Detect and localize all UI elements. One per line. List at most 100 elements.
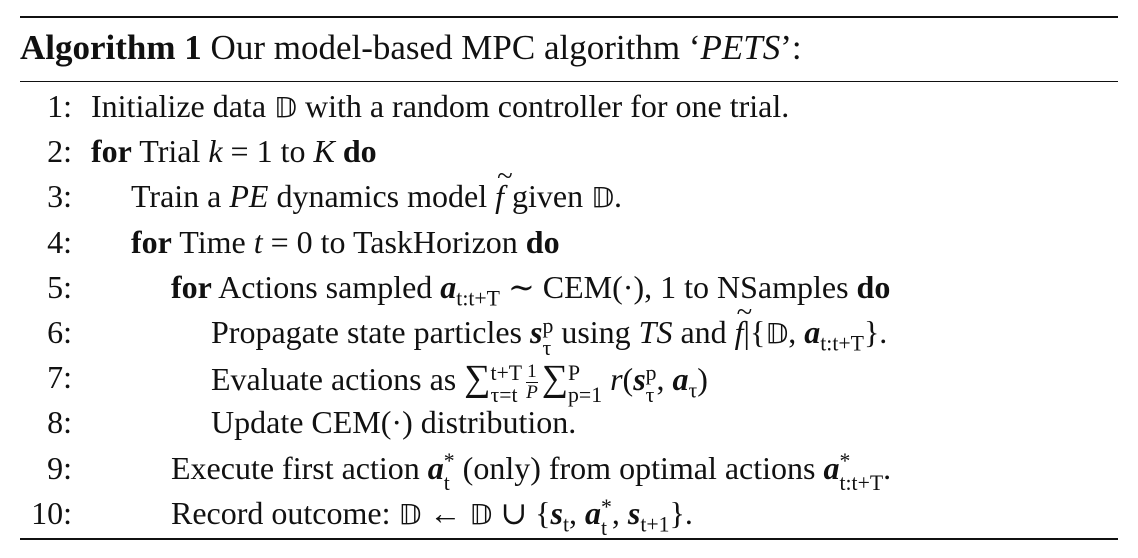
subscript: t:t+T <box>456 286 500 311</box>
algorithm-caption: Algorithm 1 Our model-based MPC algorith… <box>20 24 802 72</box>
line-number: 1: <box>47 88 72 124</box>
superscript: P <box>568 361 581 386</box>
algorithm-name: PETS <box>700 28 781 67</box>
superscript: t+T <box>490 361 523 386</box>
keyword: do <box>342 133 377 170</box>
vector-symbol: a <box>585 494 602 531</box>
line-text: Actions sampled <box>211 268 441 305</box>
line-text: ← <box>421 494 470 531</box>
dataset-symbol: 𝔻 <box>398 497 422 531</box>
dataset-symbol: 𝔻 <box>274 91 297 124</box>
line-content: Execute first action a * t (only) from opt… <box>171 446 892 495</box>
bottom-rule <box>20 538 1118 540</box>
line-text: (only) from optimal actions <box>454 449 824 486</box>
line-number: 10: <box>31 494 72 531</box>
subscript: t:t+T <box>820 331 864 356</box>
line-text: ∼ CEM(·), 1 to NSamples <box>499 268 857 305</box>
line-text: and <box>672 313 735 350</box>
subscript: t <box>601 516 608 541</box>
vector-symbol: a <box>823 449 840 486</box>
superscript: * <box>601 494 612 519</box>
line-text: dynamics model <box>268 178 496 215</box>
keyword: for <box>131 223 172 260</box>
algorithm-line: 9: Execute first action a * t (only) from o… <box>20 446 1118 495</box>
line-number: 3: <box>47 178 72 215</box>
superscript: * <box>839 449 851 474</box>
line-text: Time <box>171 223 254 260</box>
line-content: Initialize data 𝔻 with a random controll… <box>91 84 789 130</box>
line-number: 6: <box>47 313 72 350</box>
math-symbol: K <box>313 133 335 170</box>
sub-superscript: * t:t+T <box>839 451 883 495</box>
sum-symbol: ∑ <box>541 357 569 399</box>
line-text <box>335 133 343 169</box>
algorithm-label: Algorithm 1 <box>20 28 202 67</box>
caption-rule <box>20 81 1118 82</box>
sub-superscript: * t <box>444 451 455 495</box>
line-text <box>602 361 610 397</box>
line-text: = 1 to <box>222 133 314 170</box>
line-text: Record outcome: <box>171 494 399 531</box>
subscript: t <box>562 512 570 537</box>
algorithm-line: 8: Update CEM(·) distribution. <box>20 400 1118 445</box>
line-text: with a random controller for one trial. <box>296 88 790 124</box>
line-content: Record outcome: 𝔻 ← 𝔻 ∪ {st, a * t, st+1}. <box>171 491 693 541</box>
subscript: τ <box>688 378 698 403</box>
line-number: 2: <box>47 133 72 170</box>
line-text: }. <box>863 313 888 350</box>
subscript: τ=t <box>490 382 518 407</box>
sum-symbol: ∑ <box>464 357 491 399</box>
algorithm-line: 10: Record outcome: 𝔻 ← 𝔻 ∪ {st, a * t, st+… <box>20 491 1118 541</box>
subscript: p=1 <box>568 382 603 407</box>
line-content: for Time t = 0 to TaskHorizon do <box>131 220 560 265</box>
line-text: . <box>883 449 892 486</box>
algorithm-line: 4: for Time t = 0 to TaskHorizon do <box>20 220 1118 265</box>
superscript: * <box>443 449 455 474</box>
vector-symbol: a <box>804 313 821 350</box>
line-text: = 0 to TaskHorizon <box>262 223 526 260</box>
math-symbol: r <box>610 361 623 398</box>
vector-symbol: a <box>672 361 689 398</box>
vector-symbol: s <box>529 313 543 350</box>
line-number: 9: <box>47 449 72 486</box>
math-symbol: PE <box>229 178 269 215</box>
subscript: τ <box>542 335 552 360</box>
subscript: t:t+T <box>839 471 884 496</box>
line-text: ) <box>697 361 708 398</box>
line-text: Trial <box>131 133 209 170</box>
model-symbol: f <box>735 290 752 355</box>
subscript: τ <box>645 382 655 407</box>
line-number: 7: <box>47 359 72 396</box>
dataset-symbol: 𝔻 <box>591 181 615 215</box>
line-text: , <box>788 313 805 350</box>
line-content: Update CEM(·) distribution. <box>211 400 576 445</box>
subscript: t+1 <box>640 512 670 537</box>
keyword: do <box>525 223 560 260</box>
subscript: t <box>443 471 450 496</box>
math-symbol: k <box>208 133 223 170</box>
vector-symbol: a <box>440 268 457 305</box>
line-text: given <box>503 178 592 215</box>
fraction-numerator: 1 <box>527 361 537 383</box>
line-number: 5: <box>47 268 72 305</box>
math-symbol: t <box>253 223 263 260</box>
line-text: using <box>553 313 639 350</box>
line-text: Execute first action <box>171 449 428 486</box>
line-number: 8: <box>47 404 72 441</box>
algorithm-title-suffix: ’: <box>780 28 802 67</box>
vector-symbol: s <box>633 361 646 398</box>
line-content: for Trial k = 1 to K do <box>91 129 377 174</box>
algorithm-line: 3: Train a PE dynamics model f given 𝔻. <box>20 154 1118 220</box>
line-content: for Actions sampled at:t+T ∼ CEM(·), 1 t… <box>171 265 890 310</box>
model-symbol: f <box>495 154 512 219</box>
line-content: Train a PE dynamics model f given 𝔻. <box>131 154 622 220</box>
sub-superscript: t+T τ=t <box>490 361 523 407</box>
algorithm-line: 1: Initialize data 𝔻 with a random contro… <box>20 84 1118 129</box>
